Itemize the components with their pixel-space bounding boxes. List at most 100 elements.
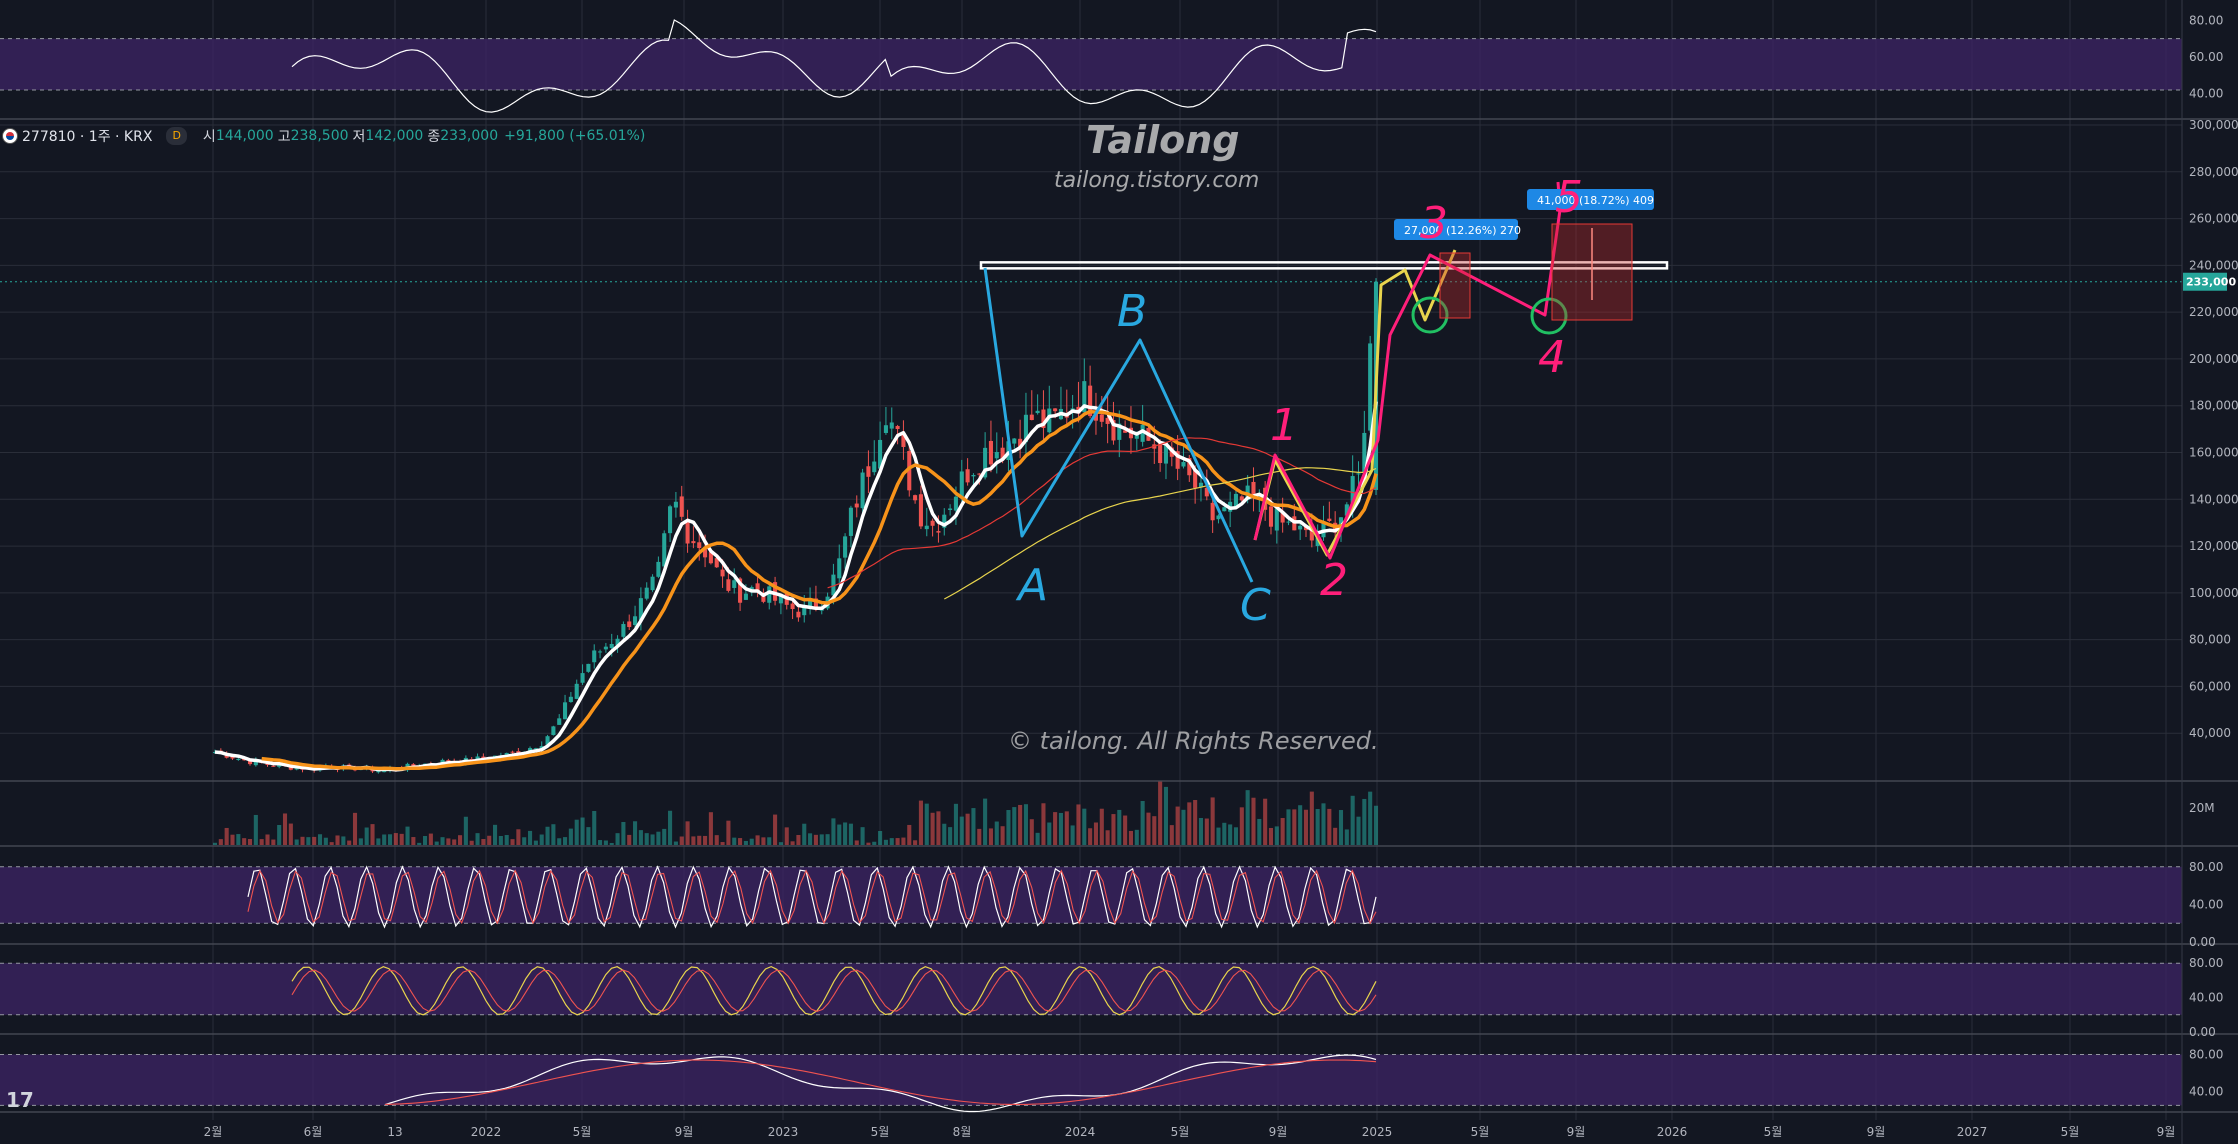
volume-bar — [528, 830, 533, 845]
volume-bar — [685, 821, 690, 845]
candle-body — [1362, 432, 1367, 473]
close-label: 종 — [427, 129, 441, 145]
interval-badge[interactable]: D — [166, 127, 187, 145]
candle-body — [1198, 482, 1204, 488]
candle-body — [831, 574, 836, 596]
candle-body — [802, 605, 807, 616]
price-tick-label: 220,000 — [2189, 305, 2238, 319]
volume-bar — [1053, 812, 1058, 845]
candle-body — [790, 603, 795, 610]
volume-bar — [434, 841, 439, 845]
candle-body — [580, 673, 585, 683]
volume-bar — [522, 837, 527, 845]
volume-bar — [539, 834, 544, 845]
time-tick-label: 5월 — [1764, 1125, 1783, 1139]
symbol-label[interactable]: 277810 · 1주 · KRX — [22, 129, 153, 145]
osc-tick-label: 80.00 — [2189, 860, 2223, 874]
time-tick-label: 6월 — [304, 1125, 323, 1139]
volume-bar — [1006, 810, 1011, 845]
volume-bar — [1233, 827, 1239, 845]
candle-body — [924, 525, 929, 530]
volume-bar — [1321, 803, 1326, 845]
volume-bar — [440, 837, 445, 845]
tradingview-logo-icon[interactable]: 17 — [6, 1088, 34, 1112]
candle-body — [942, 514, 947, 528]
candle-body — [1350, 476, 1355, 508]
candle-body — [808, 600, 813, 608]
volume-bar — [1058, 812, 1063, 845]
volume-bar — [1128, 830, 1134, 845]
open-label: 시 — [202, 129, 216, 145]
volume-bar — [481, 839, 486, 845]
price-tick-label: 40,000 — [2189, 726, 2231, 740]
volume-bar — [837, 824, 842, 845]
candle-body — [988, 440, 993, 465]
candle-body — [878, 439, 883, 469]
volume-bar — [673, 841, 678, 845]
volume-bar — [726, 820, 731, 845]
volume-bar — [854, 840, 859, 845]
price-tick-label: 260,000 — [2189, 212, 2238, 226]
volume-bar — [1257, 818, 1262, 845]
volume-bar — [557, 838, 562, 845]
candle-body — [778, 595, 783, 604]
volume-bar — [656, 831, 661, 845]
volume-bar — [370, 824, 375, 845]
volume-bar — [288, 823, 293, 845]
candle-body — [679, 496, 684, 517]
volume-bar — [796, 834, 801, 845]
candle-body — [1163, 442, 1169, 464]
volume-bar — [1029, 819, 1034, 845]
osc-tick-label: 0.00 — [2189, 935, 2216, 949]
candle-body — [726, 579, 731, 591]
volume-bar — [1018, 804, 1023, 845]
candle-body — [755, 583, 760, 592]
candle-body — [1280, 512, 1285, 523]
high-value: 238,500 — [290, 128, 349, 144]
target-circle-1 — [1411, 296, 1449, 334]
volume-bar — [247, 839, 253, 845]
volume-bar — [1012, 807, 1017, 845]
candle-body — [633, 616, 638, 626]
candle-body — [1047, 408, 1052, 433]
volume-bar — [230, 834, 235, 845]
candle-body — [1000, 447, 1005, 459]
candle-body — [621, 624, 626, 637]
volume-bar — [358, 838, 363, 845]
volume-bar — [1175, 806, 1180, 845]
wave-label-3: 3 — [1420, 198, 1448, 249]
volume-bar — [253, 814, 258, 845]
time-tick-label: 2월 — [204, 1125, 223, 1139]
ma-slow-line — [827, 437, 1377, 589]
volume-bar — [977, 828, 982, 845]
volume-bar — [1064, 811, 1069, 845]
oscillator-band-2 — [0, 963, 2182, 1015]
candle-body — [271, 765, 276, 767]
candle-body — [650, 576, 655, 591]
volume-bar — [994, 821, 999, 845]
candle-body — [586, 663, 591, 672]
candle-body — [1204, 487, 1209, 497]
oscillator-bands — [0, 38, 2182, 1106]
volume-bar — [1292, 809, 1297, 845]
volume-bar — [913, 840, 918, 845]
time-tick-label: 9월 — [675, 1125, 694, 1139]
volume-bar — [1035, 832, 1040, 845]
volume-bar — [1245, 790, 1250, 845]
volume-bar — [446, 838, 451, 845]
volume-bar — [778, 842, 783, 845]
volume-bar — [650, 834, 655, 845]
time-tick-label: 9월 — [1269, 1125, 1288, 1139]
candle-body — [872, 461, 877, 473]
time-tick-label: 2027 — [1957, 1125, 1988, 1139]
candle-body — [708, 552, 713, 564]
candle-body — [889, 422, 894, 429]
volume-bar — [265, 834, 270, 845]
candle-body — [685, 521, 690, 544]
volume-bar — [335, 835, 340, 845]
candle-body — [773, 582, 778, 601]
last-price-label: 233,000 — [2186, 276, 2236, 289]
volume-bar — [773, 814, 778, 845]
